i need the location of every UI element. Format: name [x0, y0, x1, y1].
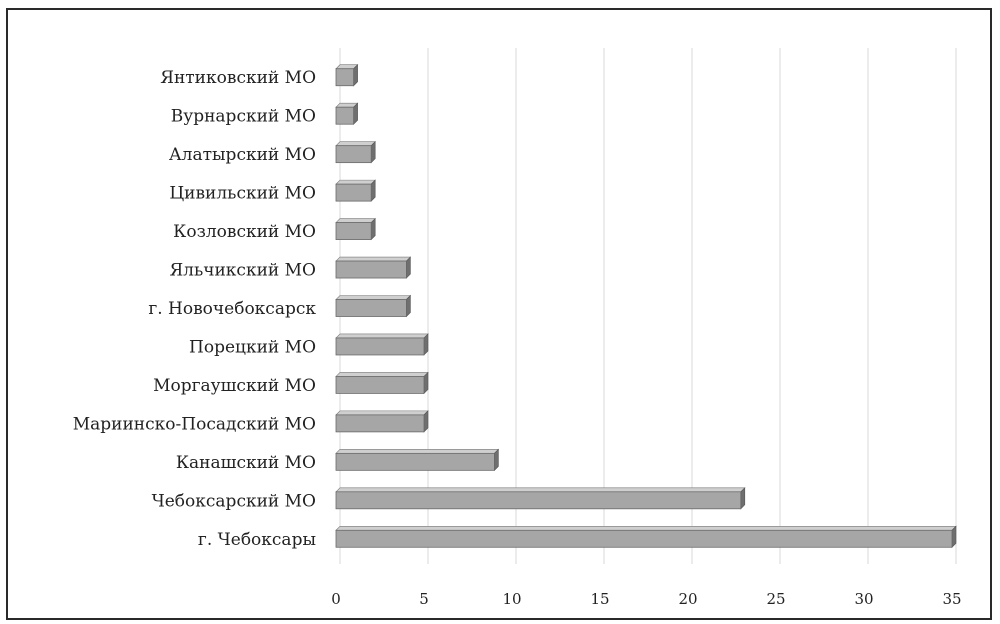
bar-side-face: [353, 102, 358, 125]
bar-side-face: [423, 410, 429, 433]
category-label: Алатырский МО: [169, 145, 316, 165]
gridlines: [339, 48, 957, 564]
x-axis-ticks: 0 5 10 15 20 25 30 35: [331, 590, 961, 608]
category-label: Моргаушский МО: [153, 376, 316, 396]
category-label: Яльчикский МО: [169, 261, 316, 281]
bar-top-face: [335, 218, 376, 223]
bar-top-face: [335, 141, 376, 146]
bar-side-face: [406, 294, 411, 318]
bars: [335, 64, 957, 548]
bar-side-face: [406, 256, 411, 279]
category-label: г. Новочебоксарск: [148, 299, 316, 319]
category-label: Канашский МО: [176, 453, 316, 473]
bar-top-face: [335, 256, 412, 262]
x-tick-label: 35: [942, 590, 961, 608]
bar: [335, 414, 425, 433]
bar-side-face: [494, 448, 499, 472]
bar-top-face: [335, 179, 376, 185]
x-tick-label: 30: [854, 590, 873, 608]
chart-frame: Янтиковский МО Вурнарский МО Алатырский МО…: [6, 8, 992, 620]
bar: [335, 68, 355, 87]
bar-top-face: [335, 449, 500, 454]
category-label: Порецкий МО: [189, 337, 316, 357]
bar-top-face: [335, 295, 412, 300]
bar-side-face: [740, 487, 746, 510]
bar-side-face: [370, 179, 376, 202]
bar: [335, 491, 742, 510]
category-label: г. Чебоксары: [198, 530, 316, 550]
x-tick-label: 15: [590, 590, 609, 608]
bar: [335, 222, 372, 240]
bar-top-face: [335, 487, 746, 493]
bar: [335, 529, 953, 548]
bar: [335, 145, 372, 164]
bar-side-face: [370, 140, 376, 164]
bar-top-face: [335, 525, 957, 531]
category-labels: Янтиковский МО Вурнарский МО Алатырский МО…: [73, 68, 317, 550]
x-tick-label: 10: [502, 590, 521, 608]
category-label: Вурнарский МО: [171, 107, 316, 127]
category-label: Янтиковский МО: [160, 68, 316, 88]
category-label: Мариинско-Посадский МО: [73, 414, 316, 434]
x-tick-label: 20: [678, 590, 697, 608]
category-label: Цивильский МО: [169, 184, 316, 204]
bar: [335, 452, 495, 471]
bar-top-face: [335, 410, 429, 416]
x-tick-label: 0: [331, 590, 341, 608]
bar: [335, 337, 425, 356]
bar-chart: Янтиковский МО Вурнарский МО Алатырский МО…: [73, 48, 962, 608]
category-label: Чебоксарский МО: [152, 491, 316, 511]
bar-side-face: [423, 371, 429, 395]
bar: [335, 260, 407, 279]
bar: [335, 106, 355, 125]
bar-top-face: [335, 333, 429, 339]
bar-top-face: [335, 372, 429, 377]
bar: [335, 376, 425, 394]
bar-side-face: [370, 217, 376, 241]
x-tick-label: 25: [766, 590, 785, 608]
bar-side-face: [353, 64, 358, 87]
category-label: Козловский МО: [173, 222, 316, 242]
bar: [335, 299, 407, 317]
x-tick-label: 5: [419, 590, 429, 608]
bar-side-face: [423, 333, 429, 356]
bar: [335, 183, 372, 202]
bar-side-face: [951, 525, 957, 548]
